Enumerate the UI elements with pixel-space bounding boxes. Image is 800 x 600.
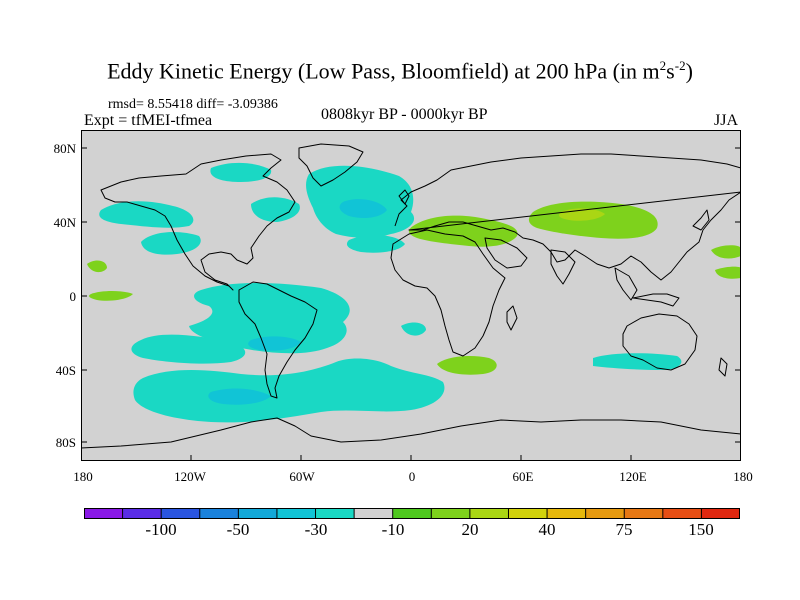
colorbar-swatch [392,508,432,519]
colorbar-swatch [161,508,201,519]
south-atlantic-east-anomaly [437,356,497,375]
period-label: 0808kyr BP - 0000kyr BP [321,106,488,123]
lon-label-0: 0 [408,469,416,484]
colorbar-swatch [199,508,239,519]
title-close: ) [685,58,693,84]
north-america-coast [100,153,296,291]
colorbar-label--10: -10 [381,520,405,539]
greenland-coast [298,143,364,187]
negative-anomaly-areas [99,162,682,423]
east-pacific-anomaly-1 [87,260,107,273]
colorbar-swatch [508,508,548,519]
west-pacific-anomaly-1 [711,245,741,259]
southeast-asia-coast [614,267,638,301]
colorbar-swatch [469,508,509,519]
indonesia-coast [632,293,680,307]
colorbar-label--100: -100 [145,520,177,539]
atlantic-subtropical-anomaly [346,235,405,253]
lat-label-80n: 80N [53,141,76,156]
arabian-peninsula-coast [484,237,528,269]
lon-label-180e: 180 [733,469,753,484]
positive-anomaly-areas [87,201,741,375]
stronger-negative-anomaly-areas [208,199,387,405]
colorbar-swatch [547,508,587,519]
lat-label-40n: 40N [53,215,76,230]
pacific-subtropical-anomaly [141,232,201,255]
season-label: JJA [714,112,739,129]
colorbar-swatch [701,508,741,519]
colorbar-label-40: 40 [538,520,556,539]
colorbar-border [84,508,740,519]
colorbar-swatch [624,508,664,519]
north-atlantic-core-anomaly [339,199,387,218]
title-text: Eddy Kinetic Energy (Low Pass, Bloomfiel… [107,58,660,84]
central-asia-anomaly [528,201,658,239]
colorbar-swatch [431,508,471,519]
british-isles-coast [398,189,410,205]
colorbar-label-150: 150 [688,520,714,539]
canada-anomaly [210,162,272,182]
title-exponent-1: 2 [659,58,667,73]
southern-ocean-core-anomaly [208,388,271,405]
world-map [80,130,742,461]
colorbar-swatch [238,508,278,519]
colorbar-swatches [84,508,741,519]
new-zealand-coast [718,357,728,377]
colorbar-label-75: 75 [615,520,633,539]
south-pacific-anomaly [131,334,246,364]
colorbar-label--30: -30 [304,520,328,539]
subtropical-south-atlantic-anomaly [401,322,426,336]
south-america-coast [238,281,318,399]
colorbar-swatch [84,508,124,519]
lat-label-80s: 80S [55,435,76,450]
southern-ocean-anomaly [133,358,445,423]
india-coast [550,249,576,285]
lat-label-0: 0 [69,289,77,304]
experiment-label: Expt = tfMEI-tfmea [84,112,213,129]
lon-label-60e: 60E [512,469,534,484]
africa-coast [390,229,506,357]
colorbar-swatch [354,508,394,519]
japan-coast [692,209,710,231]
colorbar [84,506,741,519]
lon-label-60w: 60W [289,469,315,484]
australia-coast [622,313,698,371]
lon-label-120e: 120E [619,469,647,484]
title-unit: s [666,58,675,84]
east-pacific-anomaly-2 [89,291,133,301]
map-ticks [81,147,741,461]
eurasia-coast [394,153,742,281]
madagascar-coast [506,305,518,331]
coastlines [80,143,742,449]
rmsd-stats: rmsd= 8.55418 diff= -3.09386 [108,97,278,112]
lon-label-180w: 180 [73,469,93,484]
colorbar-label--50: -50 [226,520,250,539]
colorbar-swatch [276,508,317,519]
title-exponent-2: -2 [674,58,686,73]
colorbar-swatch [315,508,355,519]
pacific-north-anomaly [99,201,194,228]
south-indian-ocean-anomaly [593,353,682,370]
lat-label-40s: 40S [55,363,76,378]
colorbar-swatch [662,508,702,519]
colorbar-label-20: 20 [461,520,479,539]
map-panel [80,130,742,461]
plot-title: Eddy Kinetic Energy (Low Pass, Bloomfiel… [0,58,800,84]
west-pacific-anomaly-2 [715,266,741,279]
lon-label-120w: 120W [174,469,206,484]
antarctica-coast [80,417,742,449]
southern-hemisphere-anomaly-west [189,283,350,354]
labrador-sea-anomaly [251,197,300,222]
colorbar-swatch [122,508,162,519]
colorbar-swatch [585,508,625,519]
